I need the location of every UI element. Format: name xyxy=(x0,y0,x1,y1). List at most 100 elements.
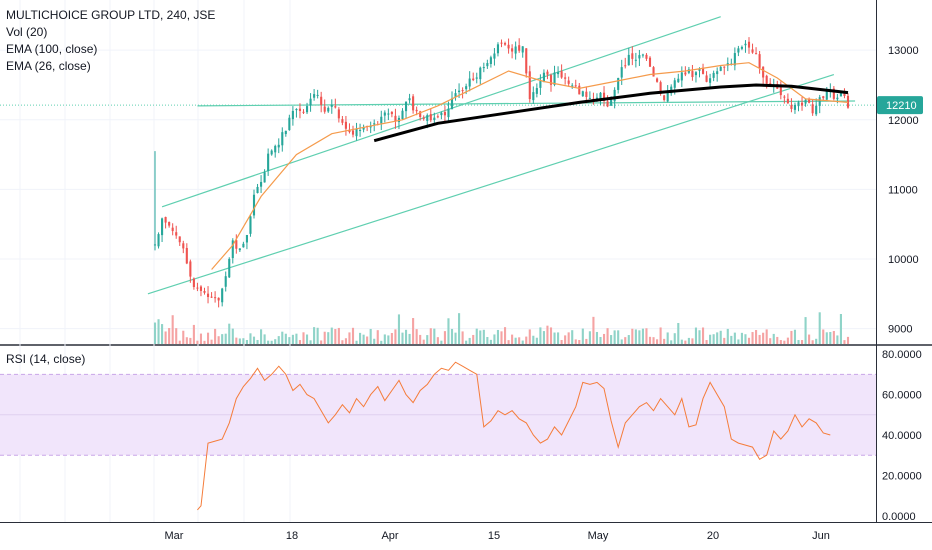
candle-body[interactable] xyxy=(235,240,238,249)
candle-body[interactable] xyxy=(161,218,164,236)
candle-body[interactable] xyxy=(539,81,542,88)
candle-body[interactable] xyxy=(192,278,195,287)
candle-body[interactable] xyxy=(429,114,432,121)
candle-body[interactable] xyxy=(719,66,722,71)
candle-body[interactable] xyxy=(648,57,652,67)
candle-body[interactable] xyxy=(224,276,227,287)
candle-body[interactable] xyxy=(800,102,804,106)
candle-body[interactable] xyxy=(546,71,549,75)
candle-body[interactable] xyxy=(295,108,298,111)
candle-body[interactable] xyxy=(256,186,259,194)
candle-body[interactable] xyxy=(242,243,245,248)
candle-body[interactable] xyxy=(677,78,680,83)
candle-body[interactable] xyxy=(252,194,256,216)
candle-body[interactable] xyxy=(705,75,708,82)
candle-body[interactable] xyxy=(337,109,340,119)
candle-body[interactable] xyxy=(684,72,687,75)
candle-body[interactable] xyxy=(588,97,591,99)
candle-body[interactable] xyxy=(610,99,613,106)
candle-body[interactable] xyxy=(302,111,305,113)
candle-body[interactable] xyxy=(606,101,609,107)
candle-body[interactable] xyxy=(334,106,337,108)
candle-body[interactable] xyxy=(185,247,188,264)
candle-body[interactable] xyxy=(765,75,768,84)
candle-body[interactable] xyxy=(762,66,765,78)
candle-body[interactable] xyxy=(189,261,192,277)
candle-body[interactable] xyxy=(737,48,740,53)
symbol-title[interactable]: MULTICHOICE GROUP LTD, 240, JSE xyxy=(6,8,216,22)
candle-body[interactable] xyxy=(758,54,761,68)
candle-body[interactable] xyxy=(822,96,825,99)
candle-body[interactable] xyxy=(274,145,277,153)
candle-body[interactable] xyxy=(808,99,811,103)
candle-body[interactable] xyxy=(602,92,606,102)
candle-body[interactable] xyxy=(528,71,531,100)
candle-body[interactable] xyxy=(341,119,344,123)
ema26-indicator-label[interactable]: EMA (26, close) xyxy=(6,59,91,73)
candle-body[interactable] xyxy=(472,78,475,81)
candle-body[interactable] xyxy=(631,53,634,59)
candle-body[interactable] xyxy=(348,129,351,133)
candle-body[interactable] xyxy=(691,71,694,78)
candle-body[interactable] xyxy=(560,71,563,78)
candle-body[interactable] xyxy=(595,97,599,99)
candle-body[interactable] xyxy=(751,49,754,53)
candle-body[interactable] xyxy=(712,72,715,78)
candle-body[interactable] xyxy=(369,126,372,128)
candle-body[interactable] xyxy=(426,115,429,121)
candle-body[interactable] xyxy=(489,57,492,64)
candle-body[interactable] xyxy=(507,44,510,49)
candle-body[interactable] xyxy=(168,221,171,226)
candle-body[interactable] xyxy=(641,54,644,56)
candle-body[interactable] xyxy=(620,67,623,78)
candle-body[interactable] xyxy=(567,80,570,84)
candle-body[interactable] xyxy=(157,234,160,247)
candle-body[interactable] xyxy=(709,78,712,83)
candle-body[interactable] xyxy=(652,67,655,77)
candle-body[interactable] xyxy=(450,98,454,110)
candle-body[interactable] xyxy=(479,67,482,80)
candle-body[interactable] xyxy=(263,172,266,183)
candle-body[interactable] xyxy=(511,48,514,52)
candle-body[interactable] xyxy=(404,101,408,112)
candle-body[interactable] xyxy=(305,106,309,113)
vol-indicator-label[interactable]: Vol (20) xyxy=(6,25,48,39)
candle-body[interactable] xyxy=(465,86,468,90)
candle-body[interactable] xyxy=(535,88,538,94)
candle-body[interactable] xyxy=(680,72,683,81)
candle-body[interactable] xyxy=(344,121,347,129)
candle-body[interactable] xyxy=(231,240,234,259)
candle-body[interactable] xyxy=(797,102,800,107)
candle-body[interactable] xyxy=(811,104,814,114)
candle-body[interactable] xyxy=(217,297,220,301)
candle-body[interactable] xyxy=(351,130,355,135)
candle-body[interactable] xyxy=(532,92,535,101)
candle-body[interactable] xyxy=(383,112,386,116)
candle-body[interactable] xyxy=(656,78,659,82)
candle-body[interactable] xyxy=(624,65,627,67)
candle-body[interactable] xyxy=(199,286,203,291)
candle-body[interactable] xyxy=(564,77,567,79)
candle-body[interactable] xyxy=(804,99,807,104)
candle-body[interactable] xyxy=(436,116,439,118)
candle-body[interactable] xyxy=(164,216,167,223)
time-axis[interactable]: Mar 18 Apr 15 May 20 Jun xyxy=(165,530,830,542)
candle-body[interactable] xyxy=(401,110,404,120)
candle-body[interactable] xyxy=(415,109,418,112)
candle-body[interactable] xyxy=(521,46,524,53)
candle-body[interactable] xyxy=(313,94,316,98)
candle-body[interactable] xyxy=(733,53,736,66)
candle-body[interactable] xyxy=(461,90,464,92)
candle-body[interactable] xyxy=(493,53,496,59)
candle-body[interactable] xyxy=(422,117,425,119)
candle-body[interactable] xyxy=(355,128,358,137)
candle-body[interactable] xyxy=(581,91,584,97)
lower-channel-line[interactable] xyxy=(147,73,835,295)
candle-body[interactable] xyxy=(458,90,461,93)
candle-body[interactable] xyxy=(836,97,839,100)
candle-body[interactable] xyxy=(617,77,620,90)
candle-body[interactable] xyxy=(330,104,333,107)
candle-body[interactable] xyxy=(585,91,588,97)
candle-body[interactable] xyxy=(390,111,393,115)
candle-body[interactable] xyxy=(320,96,323,105)
